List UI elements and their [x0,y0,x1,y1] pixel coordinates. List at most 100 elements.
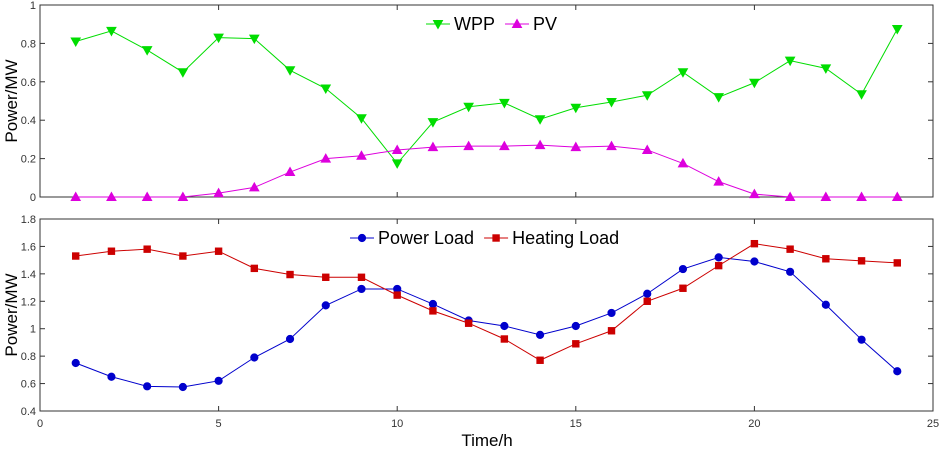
data-point-wpp [641,91,653,101]
series-line-heating-load [75,243,898,361]
data-point-wpp [284,66,296,76]
legend-label-heating-load: Heating Load [512,228,619,248]
data-point-power-load [321,301,330,310]
y-tick-label: 0 [30,192,36,204]
data-point-pv [606,140,617,151]
data-point-heating-load [893,259,901,267]
y-axis-label: Power/MW [2,273,21,356]
data-point-pv [499,140,510,151]
data-point-power-load [214,376,223,385]
data-point-wpp [891,25,903,35]
y-tick-label: 0.6 [21,379,36,391]
data-point-heating-load [393,291,401,299]
data-point-wpp [320,84,332,95]
plot-frame [39,218,934,412]
data-point-pv [356,150,367,160]
data-point-heating-load [536,356,544,364]
y-tick-label: 0.6 [21,77,36,89]
data-point-heating-load [72,252,80,260]
data-point-heating-load [464,319,473,327]
data-point-wpp [677,68,689,78]
data-point-heating-load [750,239,759,248]
data-point-heating-load [500,335,509,343]
series-line-wpp [75,28,898,165]
top-panel: 0 0.2 0.4 0.6 0.8 1 Power/MW WPP PV [2,0,934,204]
y-tick-label: 1 [30,324,36,336]
data-point-power-load [678,264,688,274]
data-point-heating-load [179,252,187,260]
data-point-wpp [749,78,760,89]
data-point-pv [463,140,474,151]
data-point-pv [70,191,82,201]
data-point-power-load [428,299,438,309]
data-point-wpp [177,68,189,78]
data-point-heating-load [250,264,259,273]
x-tick-label: 15 [570,418,582,430]
data-point-wpp [213,33,224,44]
data-point-pv [820,191,832,201]
data-point-heating-load [572,340,580,348]
y-tick-label: 1.4 [21,269,36,281]
data-point-pv [141,191,153,201]
data-point-pv [177,191,189,201]
data-point-wpp [391,159,403,169]
data-point-power-load [750,257,759,266]
data-point-wpp [248,34,260,45]
data-point-power-load [571,321,580,331]
y-tick-label: 1.8 [21,214,36,226]
plot-frame [39,4,934,198]
data-point-power-load [107,372,116,381]
y-tick-label: 1.2 [21,296,36,308]
data-point-wpp [463,102,474,113]
data-point-wpp [570,103,582,114]
data-point-heating-load [714,261,723,270]
legend-marker-pv [511,18,523,28]
data-point-pv [749,188,760,199]
data-point-heating-load [286,270,294,279]
data-point-heating-load [822,255,830,263]
series-line-power-load [75,256,898,388]
data-point-wpp [427,118,439,128]
data-point-heating-load [786,245,794,253]
data-point-power-load [500,321,509,331]
legend-label-pv: PV [533,14,557,34]
data-point-wpp [356,114,367,124]
y-tick-label: 0.8 [21,38,36,50]
legend-marker-power-load [357,233,367,243]
data-point-pv [106,191,117,201]
data-point-power-load [643,289,652,298]
data-point-heating-load [214,247,223,255]
data-point-power-load [893,367,902,376]
data-point-heating-load [857,257,866,265]
data-point-power-load [857,335,866,344]
data-point-heating-load [679,284,687,292]
data-point-wpp [820,64,832,74]
data-point-power-load [143,382,152,391]
y-tick-label: 0.8 [21,351,36,363]
data-point-power-load [250,353,259,362]
data-point-wpp [713,93,725,103]
data-point-pv [320,153,332,163]
x-axis-label: Time/h [461,431,512,450]
series-line-pv [75,144,898,198]
x-tick-label: 5 [216,418,222,430]
data-point-pv [427,141,439,152]
data-point-wpp [606,97,617,108]
data-point-wpp [106,26,117,37]
data-point-pv [784,191,796,201]
data-point-heating-load [643,297,651,305]
data-point-pv [570,141,582,152]
data-point-heating-load [429,307,437,315]
data-point-wpp [141,46,153,56]
data-point-wpp [784,56,796,67]
data-point-pv [641,144,653,154]
y-axis-label: Power/MW [2,59,21,142]
y-tick-label: 0.4 [21,406,36,418]
data-point-wpp [499,98,510,109]
x-tick-label: 10 [391,418,403,430]
data-point-power-load [821,300,830,309]
legend-marker-wpp [432,20,444,30]
data-point-pv [213,187,224,198]
data-point-pv [677,157,689,168]
data-point-pv [856,191,867,201]
